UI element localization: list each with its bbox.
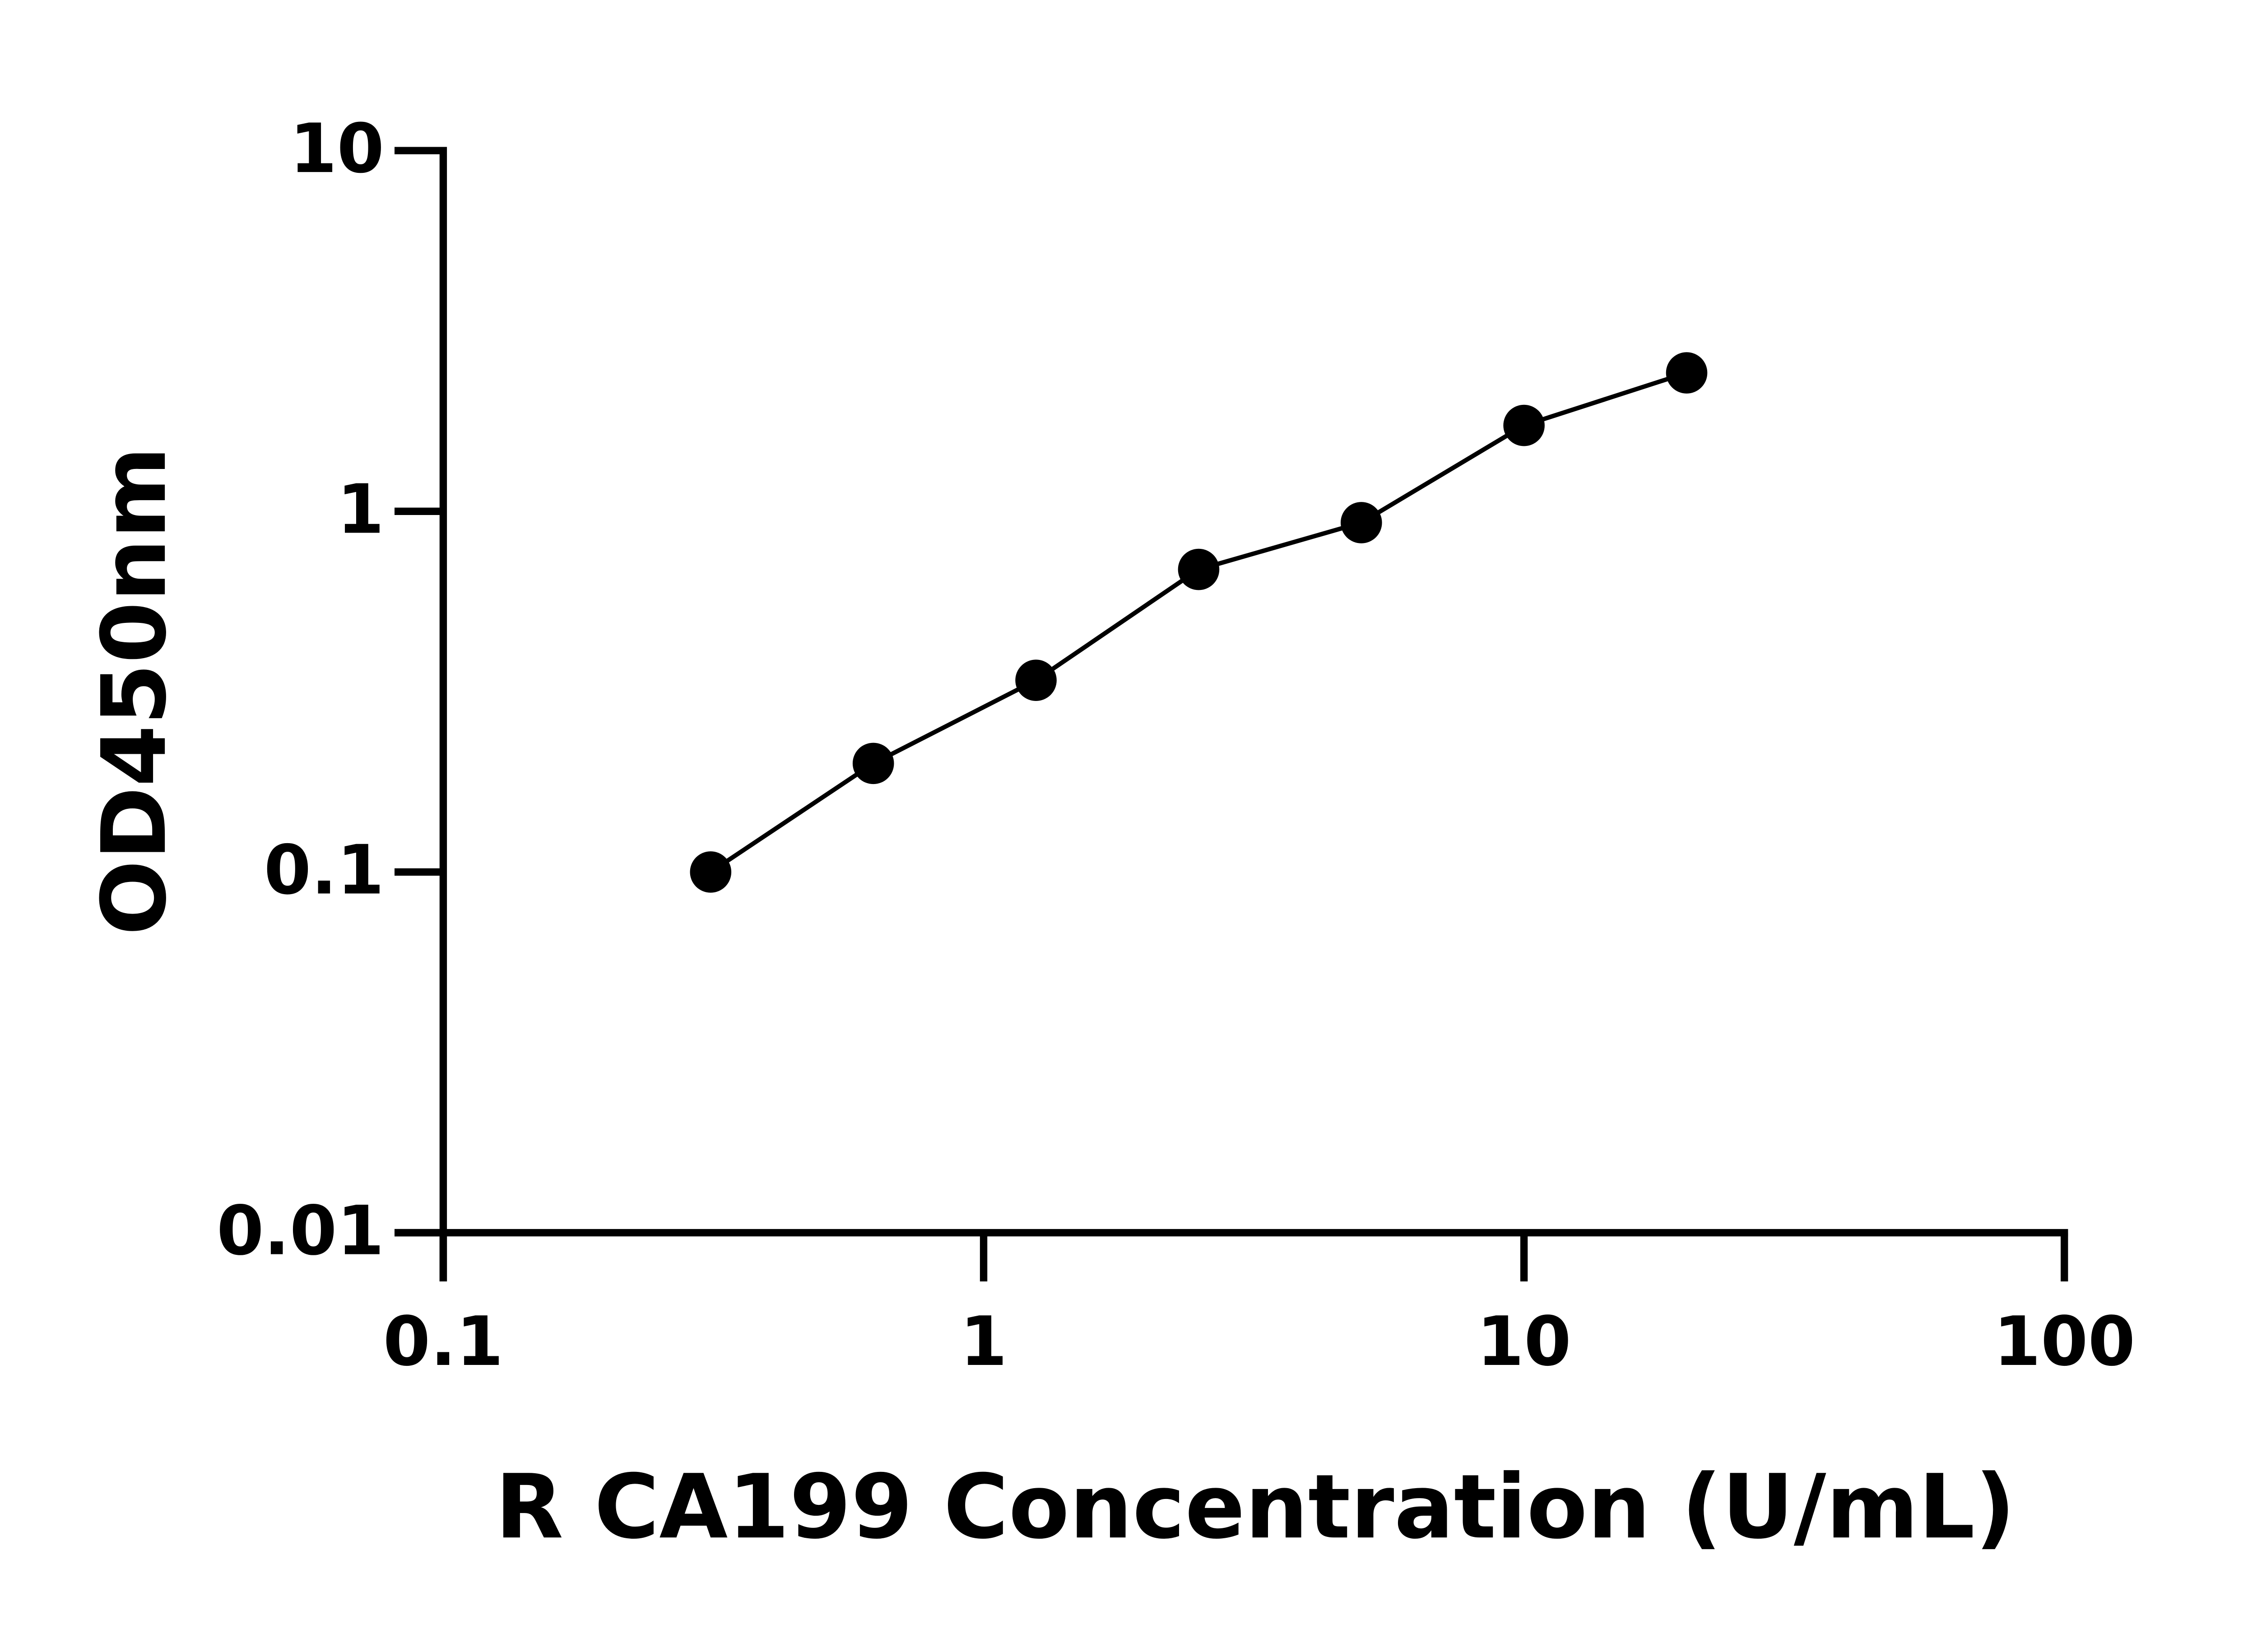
y-axis-title: OD450nm	[83, 446, 186, 936]
x-tick-label: 100	[1993, 1302, 2135, 1381]
y-tick-label: 1	[337, 470, 384, 549]
y-tick-label: 10	[290, 109, 384, 188]
fit-line	[709, 371, 1688, 874]
point	[852, 742, 894, 784]
y-tick-label: 0.01	[217, 1192, 384, 1271]
point	[1340, 502, 1382, 543]
point	[690, 851, 732, 893]
y-tick-label: 0.1	[264, 831, 384, 910]
point	[1178, 548, 1220, 590]
x-tick-label: 10	[1477, 1302, 1571, 1381]
x-axis-title: R CA199 Concentration (U/mL)	[495, 1456, 2016, 1559]
x-tick-label: 1	[960, 1302, 1008, 1381]
point	[1015, 659, 1057, 701]
x-tick-label: 0.1	[383, 1302, 504, 1381]
point	[1503, 404, 1545, 446]
point	[1666, 352, 1708, 394]
